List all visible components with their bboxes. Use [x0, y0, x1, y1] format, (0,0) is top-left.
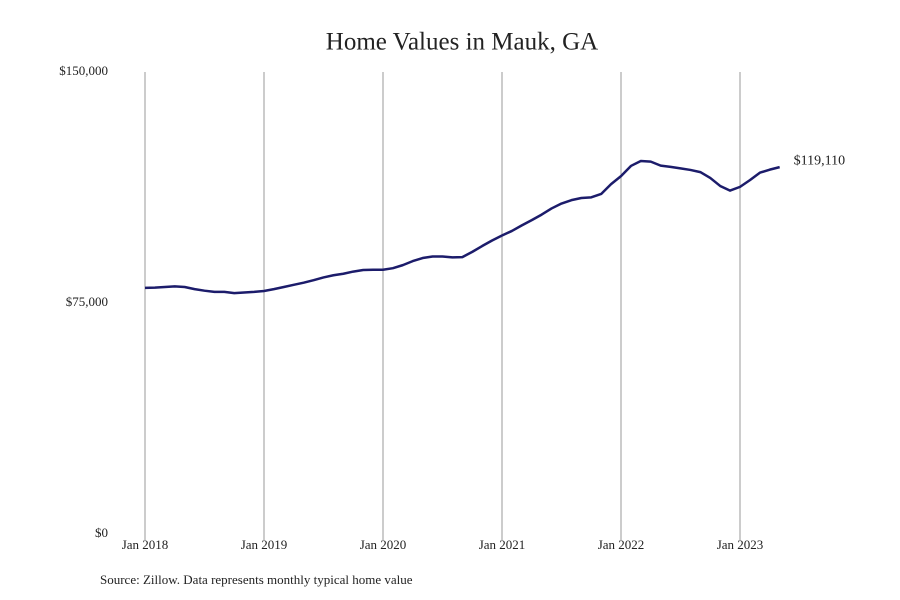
chart-title: Home Values in Mauk, GA [326, 29, 598, 56]
x-tick-label: Jan 2023 [717, 537, 764, 552]
y-tick-label: $150,000 [59, 63, 108, 78]
source-note: Source: Zillow. Data represents monthly … [100, 572, 413, 587]
x-tick-label: Jan 2019 [241, 537, 288, 552]
y-tick-label: $0 [95, 525, 108, 540]
x-tick-label: Jan 2020 [360, 537, 407, 552]
y-tick-label: $75,000 [66, 294, 108, 309]
series-line [144, 159, 780, 295]
x-tick-label: Jan 2018 [122, 537, 169, 552]
x-tick-label: Jan 2021 [479, 537, 526, 552]
data-label: $119,110 [794, 153, 845, 168]
x-tick-label: Jan 2022 [598, 537, 645, 552]
